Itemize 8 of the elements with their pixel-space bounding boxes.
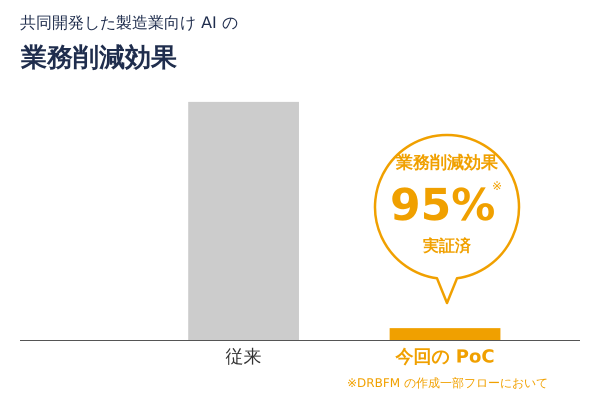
x-tick-label: 従来 (226, 346, 262, 368)
annotation: ※ (492, 179, 502, 193)
annotation: 実証済 (422, 236, 472, 255)
chart-title: 業務削減効果 (20, 43, 177, 73)
x-tick-label: 今回の PoC (394, 346, 495, 368)
chart-subtitle: 共同開発した製造業向け AI の (20, 13, 238, 32)
annotation: 業務削減効果 (395, 153, 499, 173)
text: ※DRBFM の作成一部フローにおいて (347, 376, 548, 390)
